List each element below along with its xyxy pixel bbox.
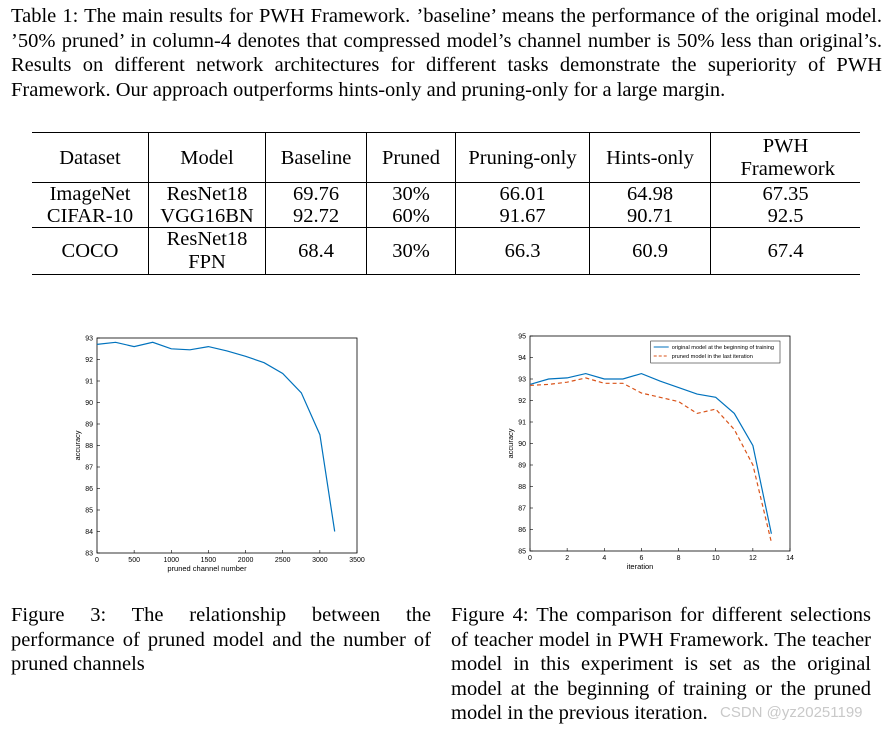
legend-box <box>650 340 781 364</box>
y-tick-label: 94 <box>518 355 526 362</box>
y-tick-label: 89 <box>518 463 526 470</box>
cell-pruning-only: 66.3 <box>455 227 590 275</box>
cell-model: VGG16BN <box>148 205 266 228</box>
x-tick-label: 8 <box>677 555 681 562</box>
y-tick-label: 85 <box>518 549 526 556</box>
x-tick-label: 2 <box>565 555 569 562</box>
y-tick-label: 90 <box>85 400 93 407</box>
cell-pruned: 30% <box>366 227 456 275</box>
header-pruning-only: Pruning-only <box>455 132 590 183</box>
x-tick-label: 10 <box>712 555 720 562</box>
cell-pruned: 30% <box>366 182 456 205</box>
x-tick-label: 500 <box>128 557 140 564</box>
results-table: Dataset Model Baseline Pruned Pruning-on… <box>32 132 860 275</box>
table-row: COCO ResNet18 FPN 68.4 30% 66.3 60.9 67.… <box>32 227 860 275</box>
table-caption: Table 1: The main results for PWH Framew… <box>11 5 882 101</box>
x-tick-label: 0 <box>95 557 99 564</box>
cell-model: ResNet18 <box>148 182 266 205</box>
cell-pruned: 60% <box>366 205 456 228</box>
cell-dataset: COCO <box>32 227 149 275</box>
series-line-1 <box>529 372 772 534</box>
y-tick-label: 88 <box>518 484 526 491</box>
table-row: CIFAR-10 VGG16BN 92.72 60% 91.67 90.71 9… <box>32 205 860 228</box>
cell-pruning-only: 66.01 <box>455 182 590 205</box>
cell-pwh: 92.5 <box>767 205 804 227</box>
cell-hints-only: 60.9 <box>589 227 711 275</box>
cell-baseline: 92.72 <box>265 205 367 228</box>
figure-3-chart: 0 500 1000 1500 2000 2500 3000 3500 83 84 85 86 87 88… <box>73 336 365 574</box>
watermark: CSDN @yz20251199 <box>720 704 863 721</box>
y-tick-label: 91 <box>85 379 93 386</box>
cell-pwh: 67.4 <box>710 227 860 275</box>
x-tick-label: 1000 <box>163 557 179 564</box>
x-tick-label: 3000 <box>312 557 328 564</box>
cell-pruning-only: 91.67 <box>455 205 590 228</box>
x-tick-label: 3500 <box>349 557 365 564</box>
cell-dataset: CIFAR-10 <box>32 205 149 228</box>
header-hints-only: Hints-only <box>589 132 711 183</box>
x-tick-label: 1500 <box>201 557 217 564</box>
y-tick-label: 87 <box>85 465 93 472</box>
figure-3-caption: Figure 3: The relationship between the p… <box>11 604 431 675</box>
figure-4-caption: Figure 4: The comparison for different s… <box>451 604 871 724</box>
series-line-1 <box>96 341 336 532</box>
x-tick-label: 2000 <box>238 557 254 564</box>
figure-3: 0 500 1000 1500 2000 2500 3000 3500 83 84 85 86 87 88… <box>72 330 372 580</box>
series-line-2 <box>529 377 772 543</box>
cell-pwh: 67.35 <box>710 182 860 205</box>
model-name: ResNet18 FPN <box>166 228 248 273</box>
cell-hints-only: 64.98 <box>589 182 711 205</box>
x-tick-label: 14 <box>786 555 794 562</box>
y-tick-label: 93 <box>85 336 93 343</box>
y-tick-label: 88 <box>85 443 93 450</box>
legend-label: original model at the beginning of train… <box>672 345 774 351</box>
cell-baseline: 69.76 <box>265 182 367 205</box>
y-tick-label: 92 <box>85 357 93 364</box>
legend-label: pruned model in the last iteration <box>672 354 753 360</box>
y-tick-label: 87 <box>518 506 526 513</box>
y-tick-label: 93 <box>518 377 526 384</box>
y-tick-label: 85 <box>85 508 93 515</box>
y-axis-label: accuracy <box>506 428 515 458</box>
y-tick-label: 83 <box>85 551 93 558</box>
x-tick-label: 2500 <box>275 557 291 564</box>
table-header-row: Dataset Model Baseline Pruned Pruning-on… <box>32 132 861 183</box>
header-pwh-framework: PWH Framework <box>711 133 861 183</box>
figure-4-chart: 0 2 4 6 8 10 12 14 85 86 87 88 89 90 91 92 93 94 95 iterati… <box>506 334 794 572</box>
plot-frame <box>96 337 358 554</box>
header-model: Model <box>148 132 266 183</box>
y-tick-label: 91 <box>518 420 526 427</box>
y-axis-label: accuracy <box>73 430 82 460</box>
figure-4: 0 2 4 6 8 10 12 14 85 86 87 88 89 90 91 92 93 94 95 iterati… <box>505 328 805 578</box>
x-tick-label: 4 <box>602 555 606 562</box>
x-tick-label: 6 <box>639 555 643 562</box>
y-tick-label: 86 <box>518 527 526 534</box>
cell-dataset: ImageNet <box>32 182 149 205</box>
x-tick-label: 12 <box>749 555 757 562</box>
y-tick-label: 86 <box>85 486 93 493</box>
x-axis-label: iteration <box>627 562 654 571</box>
y-tick-label: 84 <box>85 529 93 536</box>
header-dataset: Dataset <box>32 132 149 183</box>
header-pruned: Pruned <box>366 132 456 183</box>
x-tick-label: 0 <box>528 555 532 562</box>
pwh-framework-label: PWH Framework <box>740 134 836 180</box>
y-tick-label: 92 <box>518 398 526 405</box>
cell-hints-only: 90.71 <box>589 205 711 228</box>
y-tick-label: 95 <box>518 334 526 341</box>
cell-model: ResNet18 FPN <box>148 227 266 275</box>
x-axis-label: pruned channel number <box>167 564 247 573</box>
table-row: ImageNet ResNet18 69.76 30% 66.01 64.98 … <box>32 182 860 205</box>
cell-baseline: 68.4 <box>265 227 367 275</box>
header-baseline: Baseline <box>265 132 367 183</box>
y-tick-label: 89 <box>85 422 93 429</box>
y-tick-label: 90 <box>518 441 526 448</box>
